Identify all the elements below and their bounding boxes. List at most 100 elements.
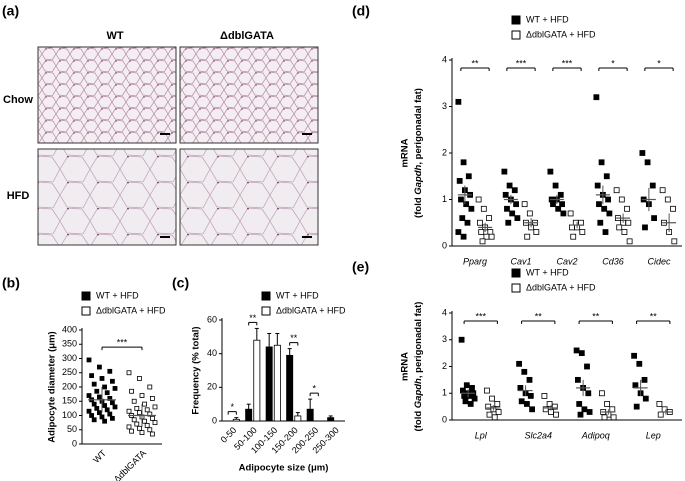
data-point xyxy=(152,420,158,426)
data-point xyxy=(514,215,521,222)
row-label: HFD xyxy=(7,190,30,202)
data-point xyxy=(94,388,100,394)
significance-label: *** xyxy=(475,311,486,321)
data-point xyxy=(609,406,616,413)
data-point xyxy=(91,401,97,407)
bar xyxy=(327,417,335,422)
data-point xyxy=(529,406,535,413)
data-point xyxy=(659,187,666,194)
data-point xyxy=(517,384,524,391)
legend-swatch xyxy=(511,268,521,278)
data-point xyxy=(598,159,605,166)
significance-label: ** xyxy=(290,333,298,343)
y-axis-label-part: (fold xyxy=(413,195,424,218)
column-label: WT xyxy=(106,30,123,42)
data-point xyxy=(573,347,580,354)
data-point xyxy=(570,233,577,240)
data-point xyxy=(94,405,100,411)
panel-label: (c) xyxy=(172,275,189,291)
data-point xyxy=(460,233,467,240)
bar xyxy=(245,408,253,422)
data-point xyxy=(475,196,482,203)
data-point xyxy=(129,388,135,394)
data-point xyxy=(524,233,531,240)
data-point xyxy=(616,224,623,231)
data-point xyxy=(527,393,534,399)
y-axis-label: (fold Gapdh, perigonadal fat) xyxy=(413,302,424,432)
data-point xyxy=(463,382,470,389)
significance-label: * xyxy=(657,58,661,68)
data-point xyxy=(603,173,610,180)
data-point xyxy=(581,406,588,413)
data-point xyxy=(147,384,153,390)
data-point xyxy=(477,219,483,226)
data-point xyxy=(89,413,94,418)
data-point xyxy=(136,376,142,381)
x-tick-label: Lep xyxy=(646,430,661,440)
data-point xyxy=(504,205,510,212)
data-point xyxy=(102,403,107,408)
data-point xyxy=(97,410,102,416)
data-point xyxy=(597,219,604,226)
data-point xyxy=(599,390,605,397)
data-point xyxy=(97,394,102,400)
x-tick-label: Lpl xyxy=(475,430,488,440)
data-point xyxy=(131,398,137,404)
data-point xyxy=(541,393,548,399)
data-point xyxy=(86,357,92,363)
x-tick-label: ΔdblGATA xyxy=(112,448,148,481)
data-point xyxy=(147,427,153,433)
data-point xyxy=(142,401,148,407)
data-point xyxy=(521,368,528,375)
y-axis-label-part: , perigonadal fat) xyxy=(413,88,424,165)
x-tick-label: Pparg xyxy=(463,256,487,266)
data-point xyxy=(618,196,625,203)
data-point xyxy=(560,210,567,217)
data-point xyxy=(644,159,651,166)
legend-label: WT + HFD xyxy=(526,14,569,24)
data-point xyxy=(102,384,107,390)
data-point xyxy=(459,387,466,394)
significance-label: *** xyxy=(117,337,128,347)
row-label: Chow xyxy=(3,94,33,106)
significance-label: ** xyxy=(249,313,257,323)
data-point xyxy=(469,384,475,391)
data-point xyxy=(489,395,496,402)
y-tick-label: 3 xyxy=(442,101,447,111)
micrograph xyxy=(179,46,319,144)
legend-label: ΔdblGATA + HFD xyxy=(276,305,346,315)
data-point xyxy=(671,238,678,245)
data-point xyxy=(578,350,585,357)
legend-swatch xyxy=(511,283,521,293)
data-point xyxy=(585,390,592,397)
data-point xyxy=(533,229,540,235)
significance-label: * xyxy=(312,383,316,393)
x-tick-label: Cd36 xyxy=(602,256,624,266)
data-point xyxy=(579,229,586,235)
y-tick-label: 150 xyxy=(62,396,77,406)
data-point xyxy=(605,196,611,203)
data-point xyxy=(632,382,639,389)
data-point xyxy=(633,403,640,410)
y-tick-label: 100 xyxy=(62,410,77,420)
x-axis-label: Adipocyte size (μm) xyxy=(239,463,329,474)
data-point xyxy=(604,401,610,407)
panel-label: (d) xyxy=(352,3,370,19)
y-axis-label: Adipocyte diameter (μm) xyxy=(47,331,58,442)
data-point xyxy=(584,363,590,370)
micrograph xyxy=(37,46,177,144)
data-point xyxy=(136,425,142,431)
data-point xyxy=(593,94,600,101)
data-point xyxy=(97,364,102,370)
data-point xyxy=(464,219,471,226)
data-point xyxy=(513,201,519,208)
y-axis-label: mRNA xyxy=(400,352,411,381)
y-tick-label: 250 xyxy=(62,367,77,377)
data-point xyxy=(139,393,145,398)
data-point xyxy=(657,411,664,418)
y-tick-label: 4 xyxy=(442,54,447,64)
data-point xyxy=(134,421,140,427)
data-point xyxy=(555,205,562,212)
x-tick-label: Slc2a4 xyxy=(524,430,552,440)
